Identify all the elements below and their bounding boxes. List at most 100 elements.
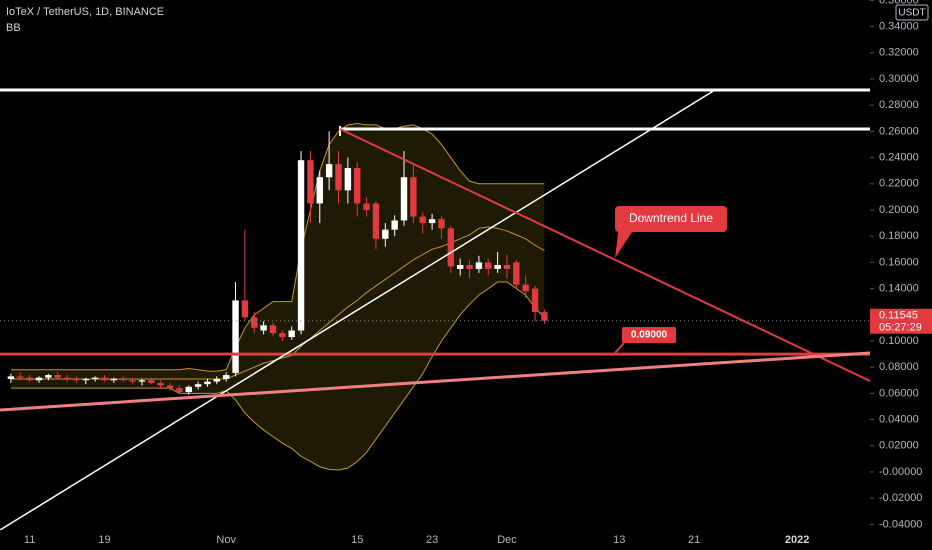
candle-body (91, 377, 99, 379)
y-tick-label: 0.24000 (879, 151, 919, 163)
candle-body (354, 168, 361, 204)
candle-body (213, 378, 221, 382)
candle-body (344, 168, 352, 191)
y-tick-label: 0.10000 (879, 335, 919, 347)
currency-box[interactable] (895, 4, 929, 21)
indicator-name: BB (6, 22, 21, 34)
candle-body (428, 219, 436, 224)
y-tick-label: 0.34000 (879, 20, 919, 32)
candle-body (120, 378, 127, 381)
y-tick-label: 0.28000 (879, 99, 919, 111)
candle-body (522, 284, 529, 292)
candle-body (541, 312, 548, 321)
candle-body (335, 164, 342, 191)
candle-body (54, 375, 61, 378)
candle-body (232, 300, 239, 374)
x-tick-label: 23 (426, 534, 438, 546)
candle-body (157, 382, 164, 386)
candle-body (494, 265, 501, 269)
annotations: Downtrend Line 0.09000 (614, 206, 727, 354)
candle-body (485, 262, 492, 269)
candle-body (204, 381, 211, 385)
candle-body (7, 376, 15, 379)
drawings (0, 88, 870, 530)
y-tick-label: -0.04000 (879, 518, 922, 530)
callout-text: Downtrend Line (629, 211, 713, 225)
y-tick-label: 0.32000 (879, 47, 919, 59)
level-label-tail (614, 342, 625, 354)
candle-body (419, 216, 426, 224)
candle-body (513, 262, 520, 285)
candle-body (251, 317, 258, 328)
x-tick-label: 15 (351, 534, 363, 546)
candle-body (185, 386, 192, 393)
candle-body (410, 177, 417, 217)
y-tick-label: 0.02000 (879, 440, 919, 452)
candle-body (503, 265, 511, 269)
candle-body (288, 330, 295, 338)
countdown: 05:27:29 (879, 322, 922, 334)
y-tick-label: 0.06000 (879, 387, 919, 399)
candle-body (241, 300, 249, 318)
candle-body (382, 229, 389, 239)
y-tick-label: 0.36000 (879, 0, 919, 6)
candle-body (26, 377, 33, 381)
y-tick-label: 0.20000 (879, 204, 919, 216)
y-tick-label: 0.04000 (879, 413, 919, 425)
candle-body (35, 377, 43, 381)
candle-body (138, 380, 146, 382)
candle-body (325, 164, 333, 178)
x-tick-label: 19 (98, 534, 110, 546)
level-label: 0.09000 (631, 330, 668, 341)
candle-body (531, 288, 539, 313)
candle-body (110, 378, 118, 381)
candle-body (82, 378, 89, 381)
y-tick-label: -0.02000 (879, 492, 922, 504)
bb-lower (10, 281, 545, 471)
symbol-title: IoTeX / TetherUS, 1D, BINANCE (6, 6, 164, 18)
candle-body (400, 177, 408, 221)
candle-body (194, 384, 202, 387)
y-tick-label: 0.08000 (879, 361, 919, 373)
x-tick-label: 2022 (785, 534, 809, 546)
candle-body (475, 262, 483, 269)
trend-line (0, 89, 716, 530)
candle-body (45, 375, 52, 378)
candle-body (438, 219, 445, 229)
candle-body (456, 265, 464, 269)
downtrend-line (339, 128, 870, 382)
x-tick-label: 11 (24, 534, 35, 546)
candle-body (17, 376, 24, 378)
x-tick-label: Dec (497, 534, 517, 546)
y-tick-label: 0.14000 (879, 282, 919, 294)
candle-body (307, 160, 314, 204)
level-label-box (622, 327, 676, 343)
candle-body (447, 228, 455, 267)
candle-body (148, 380, 155, 383)
candle-body (166, 385, 174, 389)
candle-body (316, 177, 323, 204)
candle-body (129, 380, 136, 382)
support-line (0, 351, 870, 412)
x-tick-label: Nov (216, 534, 236, 546)
candle-body (63, 377, 71, 379)
y-tick-label: 0.30000 (879, 73, 919, 85)
candle-body (363, 203, 370, 210)
candle-body (391, 220, 398, 230)
last-price: 0.11545 (879, 310, 918, 322)
callout-box (615, 206, 727, 232)
callout-tail (615, 226, 632, 258)
candle-body (222, 375, 230, 379)
candle-body (372, 203, 380, 239)
candle-body (297, 160, 305, 331)
y-tick-label: 0.22000 (879, 178, 919, 190)
candle-body (260, 325, 267, 331)
x-tick-label: 13 (613, 534, 625, 546)
candle-body (73, 378, 80, 381)
last-price-box (870, 308, 932, 334)
currency[interactable]: USDT (898, 8, 925, 19)
candle-body (101, 377, 108, 381)
candle-body (279, 333, 286, 338)
y-tick-label: 0.18000 (879, 230, 919, 242)
